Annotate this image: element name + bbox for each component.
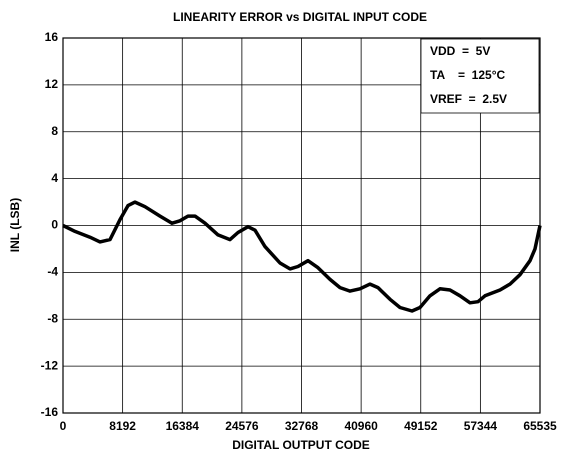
y-tick-label: 16 bbox=[45, 30, 59, 44]
x-tick-label: 32768 bbox=[285, 419, 319, 433]
x-tick-label: 40960 bbox=[344, 419, 378, 433]
x-tick-label: 0 bbox=[60, 419, 67, 433]
x-tick-label: 57344 bbox=[464, 419, 498, 433]
y-tick-label: 12 bbox=[45, 77, 59, 91]
y-tick-label: 8 bbox=[51, 124, 58, 138]
x-tick-label: 49152 bbox=[404, 419, 438, 433]
annotation-box bbox=[420, 38, 540, 114]
y-tick-label: -12 bbox=[41, 358, 59, 372]
y-tick-label: -8 bbox=[47, 311, 58, 325]
x-tick-label: 65535 bbox=[523, 419, 557, 433]
y-tick-label: -16 bbox=[41, 405, 59, 419]
annotation: VREF = 2.5V bbox=[430, 92, 507, 106]
x-tick-label: 8192 bbox=[109, 419, 136, 433]
y-tick-label: -4 bbox=[47, 265, 58, 279]
y-tick-label: 0 bbox=[51, 218, 58, 232]
x-axis-label: DIGITAL OUTPUT CODE bbox=[232, 438, 370, 452]
chart-title: LINEARITY ERROR vs DIGITAL INPUT CODE bbox=[173, 10, 427, 24]
x-tick-label: 16384 bbox=[166, 419, 200, 433]
annotation: TA = 125°C bbox=[430, 68, 505, 82]
x-tick-label: 24576 bbox=[225, 419, 259, 433]
y-axis-label: INL (LSB) bbox=[8, 198, 22, 252]
data-line bbox=[62, 200, 542, 313]
annotation: VDD = 5V bbox=[430, 44, 490, 58]
y-tick-label: 4 bbox=[51, 171, 58, 185]
